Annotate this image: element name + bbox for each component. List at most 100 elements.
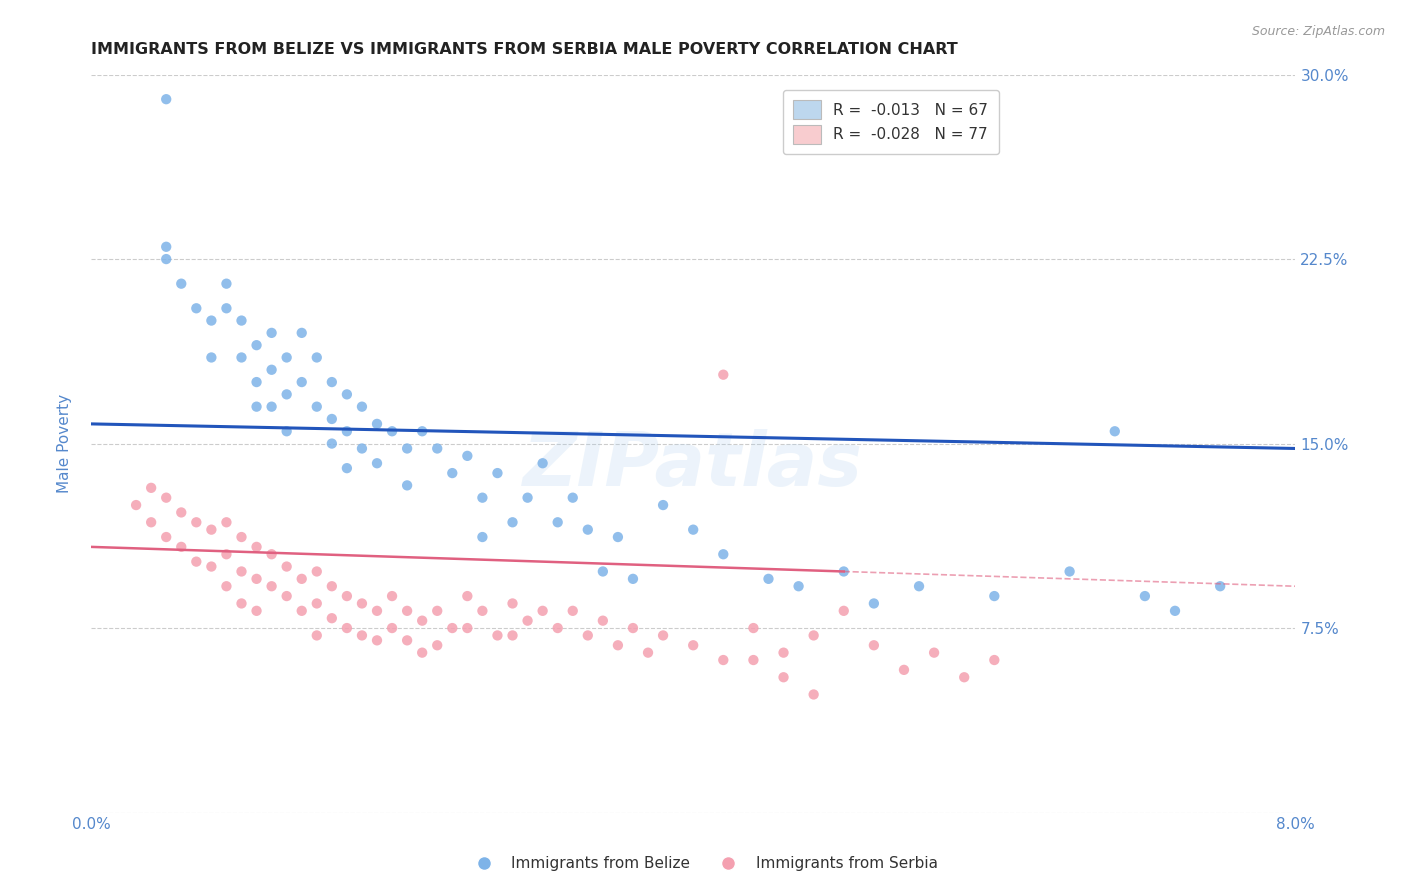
Point bbox=[456, 449, 478, 463]
Point bbox=[592, 565, 614, 579]
Point bbox=[141, 516, 163, 530]
Point bbox=[637, 646, 659, 660]
Point bbox=[366, 417, 388, 431]
Point bbox=[260, 579, 283, 593]
Point bbox=[502, 597, 524, 611]
Point bbox=[682, 638, 704, 652]
Point bbox=[200, 313, 222, 327]
Point bbox=[621, 572, 644, 586]
Point bbox=[155, 240, 177, 254]
Point bbox=[426, 442, 449, 456]
Point bbox=[711, 368, 734, 382]
Point bbox=[863, 638, 886, 652]
Point bbox=[155, 491, 177, 505]
Point bbox=[141, 481, 163, 495]
Point bbox=[245, 400, 267, 414]
Point bbox=[186, 301, 208, 316]
Point bbox=[396, 633, 419, 648]
Point bbox=[260, 326, 283, 340]
Point bbox=[516, 491, 538, 505]
Point bbox=[321, 375, 343, 389]
Point bbox=[742, 653, 765, 667]
Point bbox=[231, 313, 253, 327]
Point bbox=[1059, 565, 1081, 579]
Point bbox=[832, 565, 855, 579]
Point bbox=[186, 555, 208, 569]
Point bbox=[711, 547, 734, 561]
Point bbox=[893, 663, 915, 677]
Point bbox=[170, 277, 193, 291]
Point bbox=[742, 621, 765, 635]
Point bbox=[652, 628, 675, 642]
Point bbox=[231, 597, 253, 611]
Point bbox=[200, 351, 222, 365]
Point bbox=[231, 351, 253, 365]
Point bbox=[305, 565, 328, 579]
Text: IMMIGRANTS FROM BELIZE VS IMMIGRANTS FROM SERBIA MALE POVERTY CORRELATION CHART: IMMIGRANTS FROM BELIZE VS IMMIGRANTS FRO… bbox=[91, 42, 957, 57]
Point bbox=[215, 277, 238, 291]
Point bbox=[772, 646, 794, 660]
Point bbox=[381, 621, 404, 635]
Point bbox=[291, 604, 314, 618]
Text: Source: ZipAtlas.com: Source: ZipAtlas.com bbox=[1251, 25, 1385, 38]
Point bbox=[441, 621, 464, 635]
Text: ZIPatlas: ZIPatlas bbox=[523, 429, 863, 502]
Point bbox=[471, 530, 494, 544]
Point bbox=[366, 604, 388, 618]
Point bbox=[350, 442, 373, 456]
Point bbox=[983, 653, 1005, 667]
Point bbox=[456, 589, 478, 603]
Point bbox=[321, 412, 343, 426]
Point bbox=[215, 547, 238, 561]
Point bbox=[305, 628, 328, 642]
Point bbox=[1104, 424, 1126, 438]
Point bbox=[547, 621, 569, 635]
Point bbox=[411, 424, 433, 438]
Point bbox=[155, 252, 177, 266]
Legend: Immigrants from Belize, Immigrants from Serbia: Immigrants from Belize, Immigrants from … bbox=[463, 850, 943, 877]
Point bbox=[803, 628, 825, 642]
Point bbox=[215, 516, 238, 530]
Point bbox=[561, 491, 583, 505]
Point bbox=[276, 351, 298, 365]
Point bbox=[606, 638, 628, 652]
Point bbox=[606, 530, 628, 544]
Point bbox=[245, 540, 267, 554]
Point bbox=[366, 633, 388, 648]
Point bbox=[155, 530, 177, 544]
Point bbox=[366, 456, 388, 470]
Point bbox=[456, 621, 478, 635]
Point bbox=[231, 565, 253, 579]
Point bbox=[1164, 604, 1187, 618]
Point bbox=[170, 540, 193, 554]
Point bbox=[592, 614, 614, 628]
Point bbox=[426, 604, 449, 618]
Point bbox=[305, 351, 328, 365]
Point bbox=[502, 628, 524, 642]
Point bbox=[321, 579, 343, 593]
Point bbox=[426, 638, 449, 652]
Point bbox=[953, 670, 976, 684]
Point bbox=[983, 589, 1005, 603]
Point bbox=[922, 646, 945, 660]
Point bbox=[547, 516, 569, 530]
Point bbox=[576, 628, 599, 642]
Point bbox=[486, 628, 509, 642]
Point bbox=[561, 604, 583, 618]
Point bbox=[350, 628, 373, 642]
Point bbox=[576, 523, 599, 537]
Point bbox=[396, 478, 419, 492]
Point bbox=[336, 424, 359, 438]
Point bbox=[350, 400, 373, 414]
Point bbox=[396, 604, 419, 618]
Point bbox=[245, 375, 267, 389]
Point bbox=[803, 688, 825, 702]
Point bbox=[621, 621, 644, 635]
Point bbox=[411, 646, 433, 660]
Point bbox=[350, 597, 373, 611]
Point bbox=[276, 424, 298, 438]
Point bbox=[260, 547, 283, 561]
Point bbox=[1133, 589, 1156, 603]
Point bbox=[321, 611, 343, 625]
Point bbox=[305, 400, 328, 414]
